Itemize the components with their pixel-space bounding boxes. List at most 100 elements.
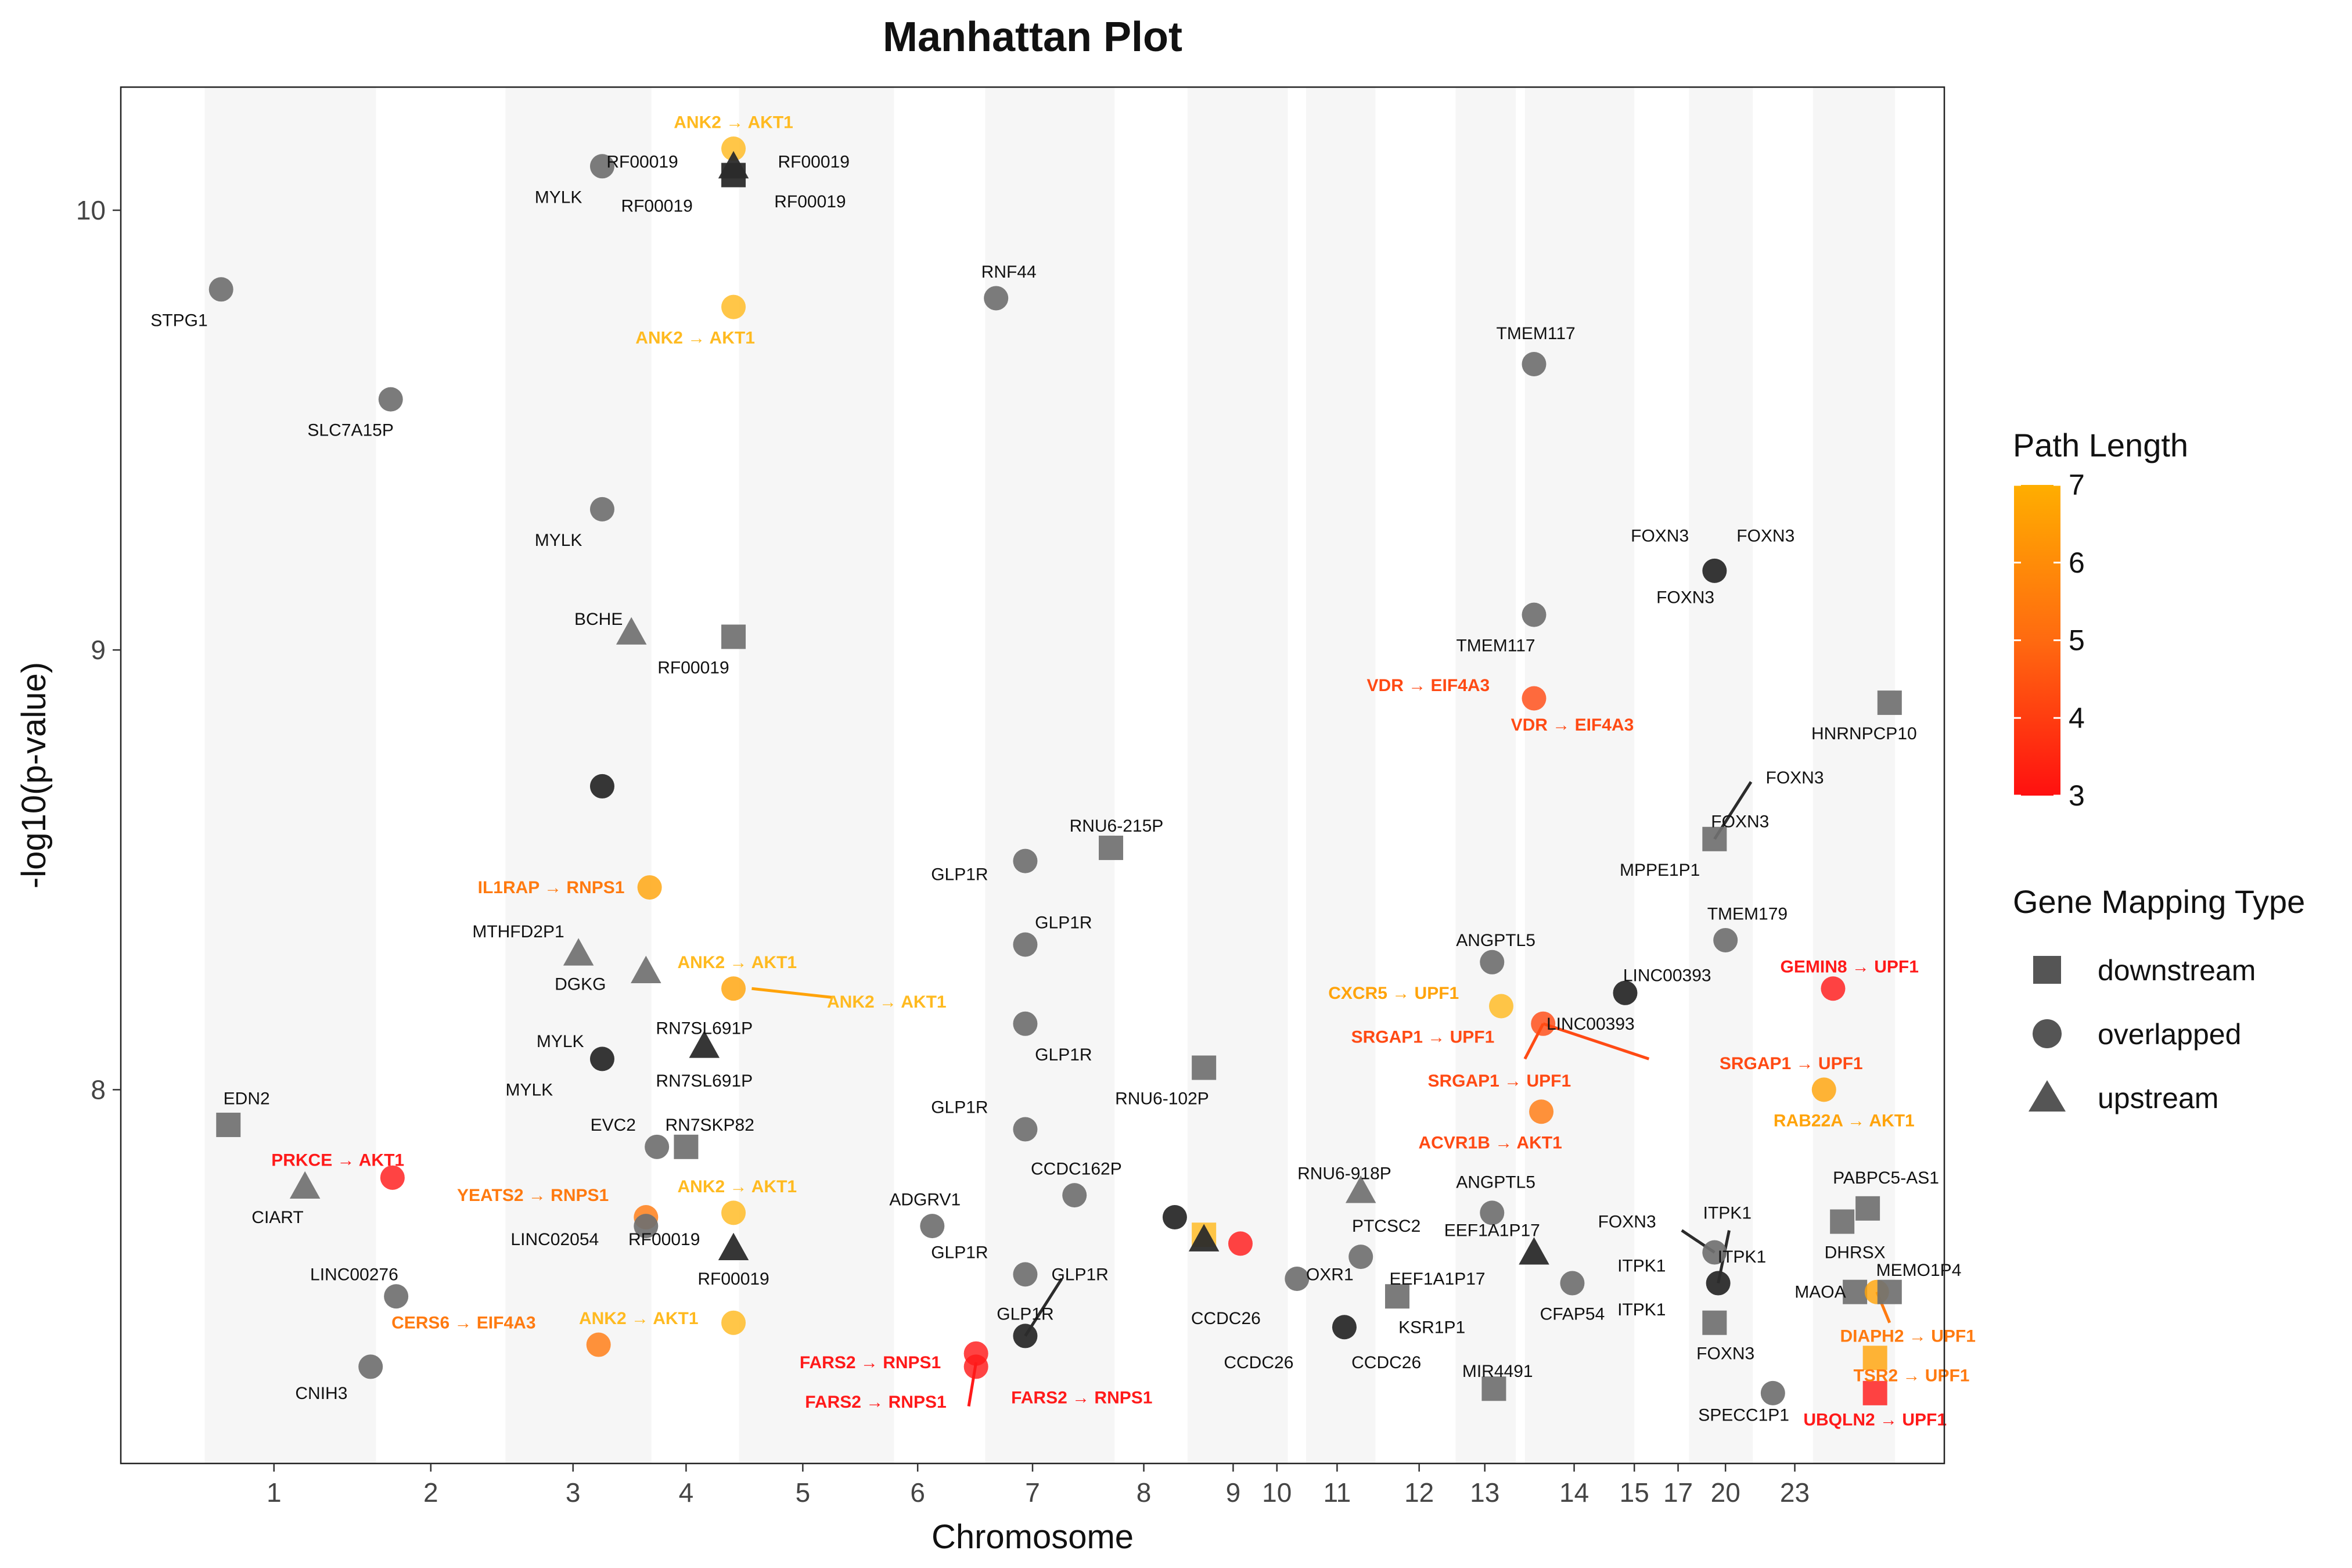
data-point-upstream	[563, 938, 594, 966]
path-label: CXCR5 → UPF1	[1328, 984, 1459, 1003]
point-labels: STPG1 SLC7A15P MYLK RF00019 RF00019 RF00019 RF…	[150, 113, 1976, 1430]
gene-label: ADGRV1	[889, 1191, 961, 1210]
data-point-downstream	[1855, 1196, 1880, 1221]
gene-label: RF00019	[697, 1269, 769, 1289]
gene-label: GLP1R	[931, 1098, 988, 1117]
gene-label: KSR1P1	[1398, 1318, 1465, 1337]
data-point-overlapped	[589, 1046, 614, 1071]
legend-item-label: downstream	[2098, 954, 2256, 987]
data-point-downstream	[721, 624, 746, 649]
gene-label: ITPK1	[1718, 1247, 1766, 1267]
x-axis-title: Chromosome	[932, 1518, 1134, 1556]
data-point-overlapped	[589, 774, 614, 799]
gene-label: CFAP54	[1540, 1305, 1605, 1324]
path-label: ANK2 → AKT1	[635, 329, 755, 348]
path-label: FARS2 → RNPS1	[800, 1353, 941, 1372]
y-tick-label: 10	[76, 195, 106, 225]
data-point-overlapped	[1332, 1315, 1357, 1340]
path-label: RAB22A → AKT1	[1774, 1111, 1915, 1130]
data-point-downstream	[674, 1134, 699, 1159]
label-connector	[1542, 1022, 1650, 1060]
data-point-overlapped	[637, 875, 662, 900]
data-point-overlapped	[1062, 1183, 1087, 1208]
gene-label: CIART	[251, 1208, 303, 1227]
x-tick-label: 15	[1620, 1477, 1649, 1508]
data-point-overlapped	[645, 1134, 670, 1159]
data-point-overlapped	[984, 286, 1009, 311]
path-label: SRGAP1 → UPF1	[1427, 1071, 1571, 1091]
data-point-overlapped	[589, 154, 614, 179]
gene-label: ITPK1	[1617, 1300, 1666, 1319]
chart-title: Manhattan Plot	[883, 14, 1182, 60]
gene-label: RF00019	[778, 153, 849, 172]
x-tick-label: 3	[566, 1477, 581, 1508]
data-point-overlapped	[1162, 1204, 1187, 1229]
data-point-overlapped	[1529, 1099, 1554, 1124]
chromosome-band	[1455, 87, 1516, 1463]
x-tick-label: 23	[1780, 1477, 1810, 1508]
gene-label: MPPE1P1	[1620, 861, 1700, 880]
data-point-overlapped	[1702, 558, 1727, 583]
path-label: VDR → EIF4A3	[1367, 676, 1490, 695]
gene-label: EVC2	[591, 1116, 636, 1135]
gene-label: ITPK1	[1703, 1203, 1752, 1222]
data-point-overlapped	[1480, 1200, 1505, 1225]
colorbar	[2014, 485, 2060, 796]
x-tick-label: 5	[796, 1477, 811, 1508]
data-point-downstream	[1862, 1346, 1887, 1371]
path-label: ANK2 → AKT1	[678, 1177, 797, 1196]
gene-label: FOXN3	[1766, 768, 1824, 787]
x-tick-label: 13	[1470, 1477, 1499, 1508]
gene-label: CCDC162P	[1031, 1160, 1122, 1179]
data-point-downstream	[1702, 826, 1727, 851]
colorbar-tick-label: 6	[2069, 546, 2085, 579]
x-tick-label: 14	[1559, 1477, 1589, 1508]
legend-item-label: upstream	[2098, 1082, 2218, 1114]
path-label: PRKCE → AKT1	[271, 1151, 404, 1170]
data-point-downstream	[1099, 835, 1124, 860]
x-tick-label: 4	[679, 1477, 694, 1508]
chromosome-band	[1187, 87, 1288, 1463]
y-axis: 8 9 10	[76, 195, 121, 1105]
gene-label: RNF44	[981, 262, 1037, 282]
data-point-overlapped	[721, 294, 746, 319]
chromosome-band	[739, 87, 894, 1463]
legend-key-upstream	[2029, 1080, 2066, 1112]
data-point-upstream	[616, 617, 647, 645]
gene-label: LINC00276	[310, 1265, 398, 1284]
data-point-overlapped	[358, 1354, 383, 1379]
x-tick-label: 2	[423, 1477, 438, 1508]
gene-label: LINC02054	[510, 1230, 599, 1249]
path-label: UBQLN2 → UPF1	[1803, 1410, 1947, 1429]
gene-label: SPECC1P1	[1698, 1406, 1789, 1425]
data-point-overlapped	[1013, 932, 1038, 957]
data-point-overlapped	[1285, 1266, 1310, 1291]
gene-label: RNU6-102P	[1115, 1089, 1209, 1109]
gene-label: FOXN3	[1696, 1344, 1754, 1364]
chromosome-band	[1689, 87, 1753, 1463]
gene-label: CCDC26	[1191, 1309, 1261, 1328]
data-point-overlapped	[1713, 927, 1738, 952]
data-point-upstream	[289, 1171, 321, 1199]
path-label: ANK2 → AKT1	[827, 992, 947, 1012]
gene-label: MEMO1P4	[1876, 1261, 1962, 1280]
data-point-upstream	[1188, 1224, 1220, 1251]
gene-label: EEF1A1P17	[1390, 1269, 1486, 1289]
path-label: VDR → EIF4A3	[1511, 715, 1634, 735]
data-point-overlapped	[1821, 976, 1846, 1001]
data-point-overlapped	[380, 1165, 405, 1190]
x-tick-label: 9	[1226, 1477, 1241, 1508]
gene-label: PTCSC2	[1352, 1217, 1420, 1236]
legend-key-overlapped	[2033, 1019, 2062, 1048]
data-point-downstream	[1702, 1310, 1727, 1335]
gene-label: MYLK	[535, 531, 582, 550]
gene-label: SLC7A15P	[307, 421, 393, 440]
data-point-overlapped	[1522, 686, 1547, 711]
data-point-overlapped	[721, 136, 746, 161]
gene-label: OXR1	[1306, 1265, 1354, 1284]
data-point-downstream	[1877, 691, 1902, 715]
gene-label: PABPC5-AS1	[1833, 1168, 1939, 1188]
data-point-overlapped	[384, 1284, 409, 1309]
path-label: CERS6 → EIF4A3	[391, 1314, 535, 1333]
data-point-overlapped	[1522, 602, 1547, 627]
